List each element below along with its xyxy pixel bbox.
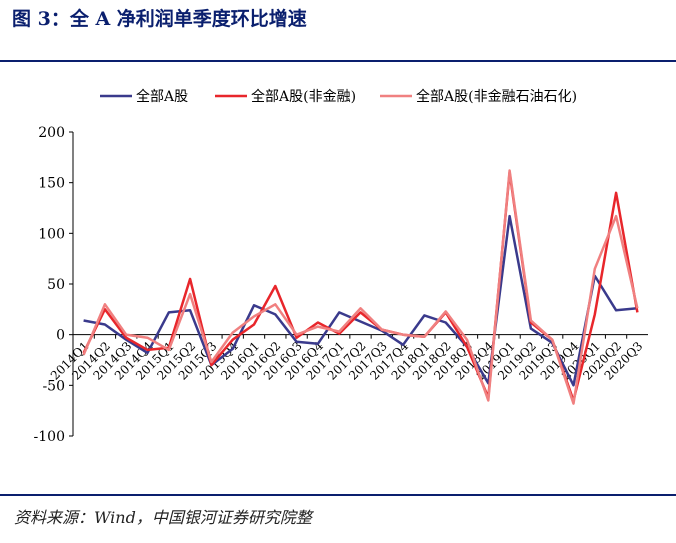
line-chart: 全部A股 全部A股(非金融) 全部A股(非金融石油石化) -100 -50 0 50 100…	[34, 88, 648, 445]
legend-label: 全部A股(非金融石油石化)	[416, 88, 577, 105]
figure-title: 图 3：全 A 净利润单季度环比增速	[12, 8, 307, 30]
y-tick-label: 200	[38, 125, 65, 141]
y-tick-label: 0	[56, 328, 65, 344]
y-tick-label: 150	[38, 176, 65, 192]
y-tick-label: 50	[47, 277, 65, 293]
y-tick-label: -50	[42, 378, 65, 394]
y-axis: -100 -50 0 50 100 150 200	[34, 125, 74, 445]
series-lines	[82, 169, 639, 405]
source-note: 资料来源：Wind，中国银河证券研究院整	[14, 508, 312, 527]
legend-label: 全部A股	[136, 88, 188, 105]
series-line-1	[83, 214, 638, 387]
series-line-3	[82, 169, 639, 405]
legend-label: 全部A股(非金融)	[251, 88, 356, 105]
y-tick-label: 100	[38, 226, 65, 242]
title-rule	[0, 60, 676, 62]
source-rule	[0, 494, 676, 496]
y-tick-label: -100	[34, 429, 65, 445]
legend: 全部A股 全部A股(非金融) 全部A股(非金融石油石化)	[100, 88, 577, 105]
